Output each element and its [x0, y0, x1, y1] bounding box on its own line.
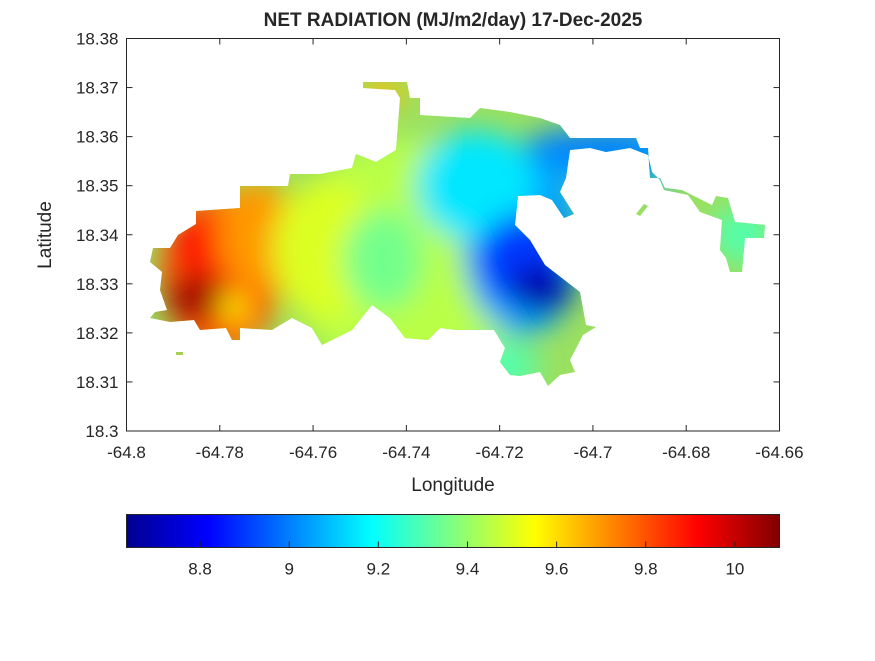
x-tick-label: -64.72	[476, 443, 524, 462]
contour-region-east-cyan	[416, 130, 537, 241]
y-tick-label: 18.31	[76, 373, 119, 392]
x-tick-label: -64.78	[196, 443, 244, 462]
y-axis-label: Latitude	[35, 201, 56, 269]
x-tick-label: -64.76	[289, 443, 337, 462]
x-axis: -64.8 -64.78 -64.76 -64.74 -64.72 -64.7 -64.68…	[107, 38, 804, 462]
contour-region-center-green	[343, 209, 424, 310]
y-tick-label: 18.36	[76, 128, 119, 147]
contour-region-west-yellow-spot	[219, 294, 248, 323]
contour-map	[150, 82, 765, 386]
y-tick-label: 18.3	[85, 422, 118, 441]
x-tick-label: -64.74	[382, 443, 430, 462]
chart-title: NET RADIATION (MJ/m2/day) 17-Dec-2025	[264, 10, 643, 31]
colorbar	[126, 514, 780, 548]
colorbar-tick-label: 9.2	[367, 560, 391, 579]
colorbar-tick-label: 8.8	[188, 560, 212, 579]
contour-region-east-low	[509, 263, 574, 314]
y-tick-label: 18.34	[76, 226, 119, 245]
y-axis: 18.3 18.31 18.32 18.33 18.34 18.35 18.36 18.37 1…	[76, 30, 780, 441]
y-tick-label: 18.33	[76, 275, 119, 294]
x-tick-label: -64.8	[107, 443, 146, 462]
colorbar-tick-label: 10	[725, 560, 744, 579]
colorbar-tick-label: 9.4	[456, 560, 480, 579]
x-tick-label: -64.66	[755, 443, 803, 462]
x-axis-label: Longitude	[411, 475, 494, 496]
contour-region-west-high	[164, 274, 229, 323]
y-tick-label: 18.38	[76, 30, 119, 49]
contour-region-northeast-arm	[522, 128, 663, 165]
contour-region-south-tail	[459, 342, 540, 386]
contour-region-north-peak	[361, 82, 406, 107]
colorbar-tick-label: 9.6	[545, 560, 569, 579]
y-tick-label: 18.37	[76, 79, 119, 98]
x-tick-label: -64.68	[662, 443, 710, 462]
colorbar-tick-label: 9	[284, 560, 293, 579]
colorbar-tick-label: 9.8	[634, 560, 658, 579]
y-tick-label: 18.32	[76, 324, 119, 343]
contour-region-far-east	[712, 206, 765, 263]
colorbar-ticks: 8.8 9 9.2 9.4 9.6 9.8 10	[188, 541, 744, 579]
x-tick-label: -64.7	[574, 443, 613, 462]
y-tick-label: 18.35	[76, 177, 119, 196]
